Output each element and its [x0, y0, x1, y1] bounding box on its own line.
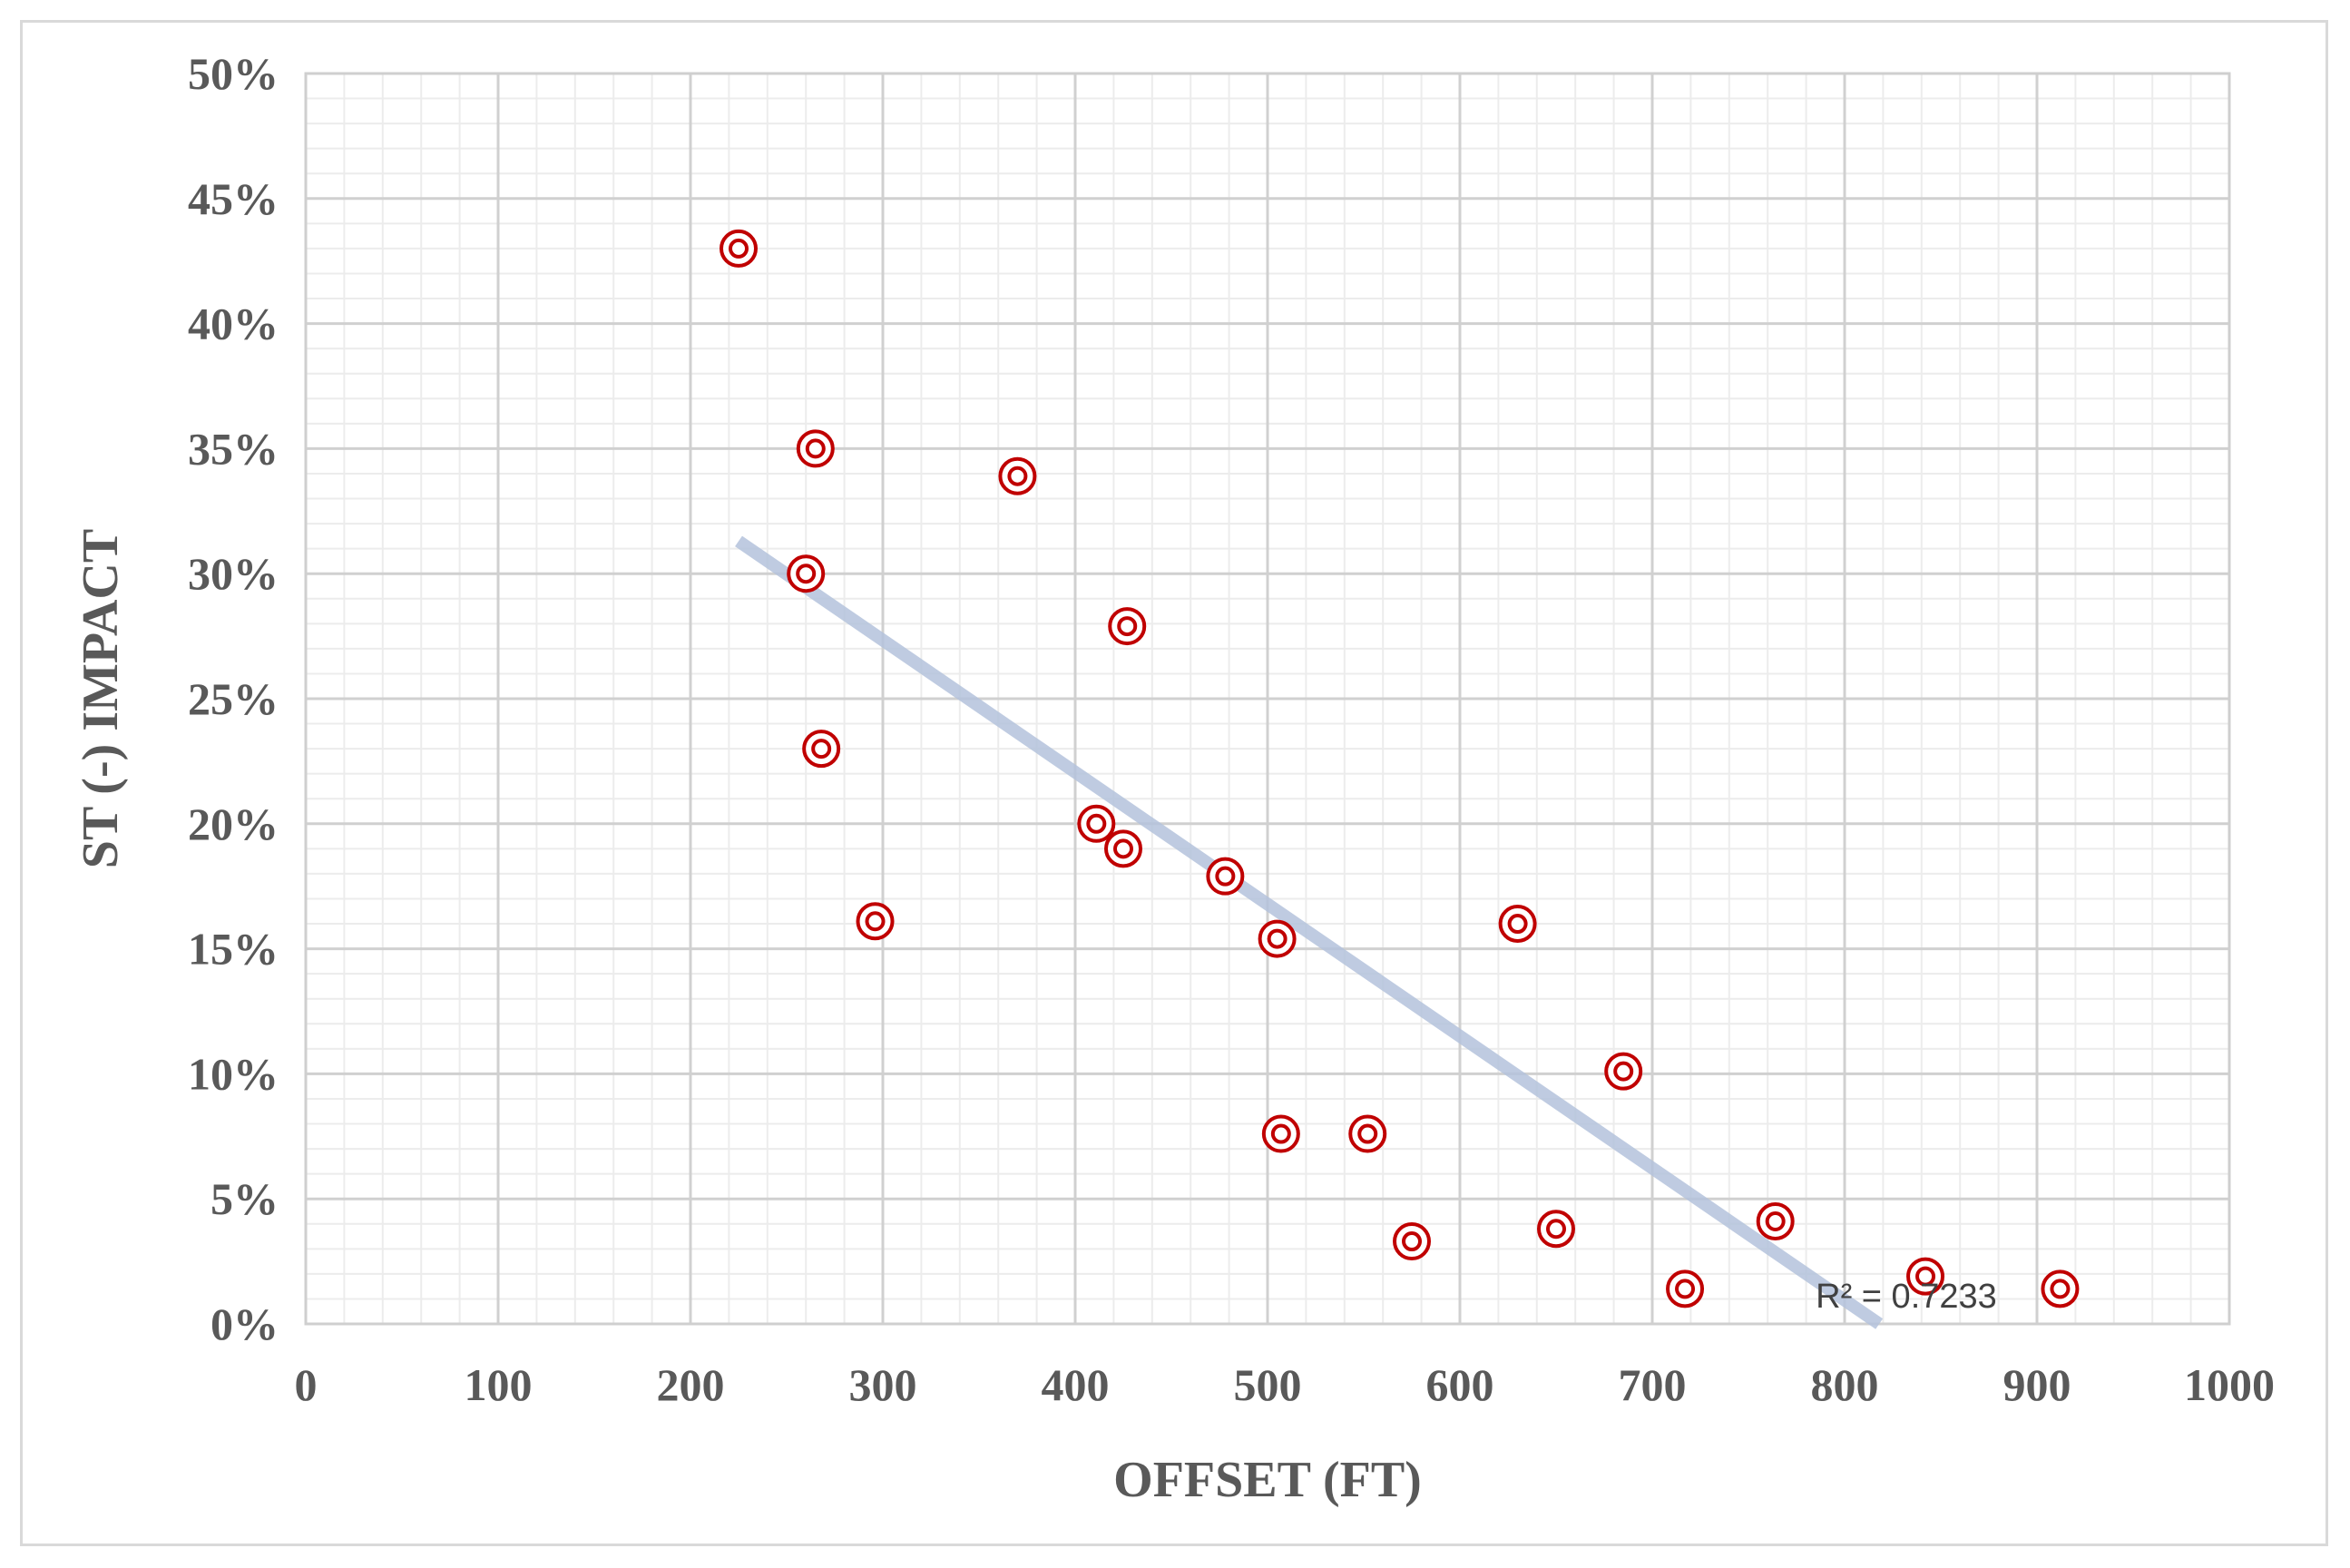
data-point: [802, 730, 841, 769]
data-point: [1258, 919, 1297, 958]
data-point-inner: [1546, 1219, 1566, 1240]
y-tick-label: 45%: [188, 173, 279, 224]
x-tick-label: 200: [657, 1359, 725, 1410]
y-tick-label: 30%: [188, 548, 279, 599]
data-point: [1537, 1210, 1575, 1249]
data-point-inner: [811, 739, 832, 760]
data-point-inner: [1507, 914, 1528, 935]
data-point-outer: [1393, 1222, 1431, 1261]
data-point: [1108, 607, 1147, 646]
x-tick-label: 500: [1234, 1359, 1302, 1410]
data-point-inner: [1915, 1266, 1936, 1287]
data-point: [796, 429, 835, 468]
y-tick-label: 15%: [188, 924, 279, 975]
data-point: [1666, 1269, 1705, 1308]
y-tick-label: 0%: [211, 1298, 279, 1349]
data-point-outer: [1258, 919, 1297, 958]
plot-border: [304, 72, 2231, 1326]
data-point-inner: [1086, 813, 1107, 834]
data-point-outer: [720, 229, 758, 268]
data-point-outer: [1666, 1269, 1705, 1308]
data-point-inner: [1267, 928, 1288, 949]
data-point-outer: [1077, 804, 1116, 843]
y-axis-title: ST (-) IMPACT: [73, 529, 129, 868]
data-point: [1104, 829, 1142, 868]
data-point-outer: [1604, 1052, 1643, 1091]
x-tick-label: 1000: [2184, 1359, 2275, 1410]
data-point-inner: [1215, 866, 1236, 887]
data-point: [1077, 804, 1116, 843]
data-point-inner: [1613, 1061, 1634, 1082]
x-tick-label: 700: [1619, 1359, 1687, 1410]
data-point-outer: [1498, 905, 1537, 944]
data-point: [1206, 857, 1245, 896]
data-point-outer: [1756, 1202, 1795, 1241]
x-axis-title: OFFSET (FT): [1113, 1452, 1422, 1508]
chart-frame: 0% 5% 10% 15% 20% 25% 30% 35% 40% 45% 50% 0 100 200 3…: [20, 20, 2328, 1546]
data-point-inner: [865, 911, 886, 932]
x-tick-label: 300: [849, 1359, 917, 1410]
data-point: [1393, 1222, 1431, 1261]
data-point: [1498, 905, 1537, 944]
data-point-outer: [796, 429, 835, 468]
data-point-inner: [1765, 1211, 1786, 1232]
data-point-inner: [1357, 1123, 1378, 1144]
data-point-outer: [1108, 607, 1147, 646]
x-tick-label: 400: [1042, 1359, 1110, 1410]
data-point: [856, 902, 895, 941]
x-tick-label: 800: [1811, 1359, 1879, 1410]
data-point: [1756, 1202, 1795, 1241]
chart-svg: 0% 5% 10% 15% 20% 25% 30% 35% 40% 45% 50% 0 100 200 3…: [73, 48, 2276, 1508]
y-tick-label: 35%: [188, 423, 279, 474]
data-point-outer: [1104, 829, 1142, 868]
x-tick-label: 100: [465, 1359, 533, 1410]
data-point: [1604, 1052, 1643, 1091]
data-point-inner: [1007, 466, 1028, 486]
data-point: [787, 554, 826, 593]
y-tick-label: 5%: [211, 1173, 279, 1224]
y-tick-labels: 0% 5% 10% 15% 20% 25% 30% 35% 40% 45% 50%: [188, 48, 279, 1349]
data-point-outer: [787, 554, 826, 593]
data-point: [720, 229, 758, 268]
data-point: [1261, 1114, 1300, 1153]
data-point-inner: [729, 238, 749, 259]
trendline: [735, 535, 1884, 1329]
r2-label: R² = 0.7233: [1816, 1278, 1997, 1316]
x-tick-label: 0: [295, 1359, 318, 1410]
x-tick-label: 600: [1426, 1359, 1494, 1410]
data-point-inner: [1402, 1231, 1422, 1252]
data-point-outer: [1537, 1210, 1575, 1249]
y-tick-label: 20%: [188, 799, 279, 849]
data-point-inner: [2050, 1279, 2071, 1299]
data-point: [998, 456, 1037, 495]
data-point-inner: [1117, 616, 1138, 637]
data-point-inner: [796, 564, 817, 584]
y-tick-label: 25%: [188, 673, 279, 724]
data-point-outer: [998, 456, 1037, 495]
data-point: [1906, 1257, 1945, 1296]
data-point-outer: [1261, 1114, 1300, 1153]
data-point-inner: [1113, 838, 1133, 859]
x-tick-labels: 0 100 200 300 400 500 600 700 800 900 1000: [295, 1359, 2276, 1410]
data-point: [2041, 1269, 2080, 1308]
data-points: [720, 229, 2080, 1308]
data-point-inner: [1675, 1279, 1696, 1299]
data-point: [1348, 1114, 1387, 1153]
data-point-outer: [1906, 1257, 1945, 1296]
x-tick-label: 900: [2003, 1359, 2071, 1410]
y-tick-label: 40%: [188, 299, 279, 349]
data-point-outer: [802, 730, 841, 769]
data-point-inner: [805, 438, 826, 459]
data-point-outer: [2041, 1269, 2080, 1308]
y-tick-label: 50%: [188, 48, 279, 99]
data-point-outer: [1348, 1114, 1387, 1153]
y-tick-label: 10%: [188, 1048, 279, 1099]
data-point-outer: [856, 902, 895, 941]
data-point-inner: [1270, 1123, 1291, 1144]
data-point-outer: [1206, 857, 1245, 896]
